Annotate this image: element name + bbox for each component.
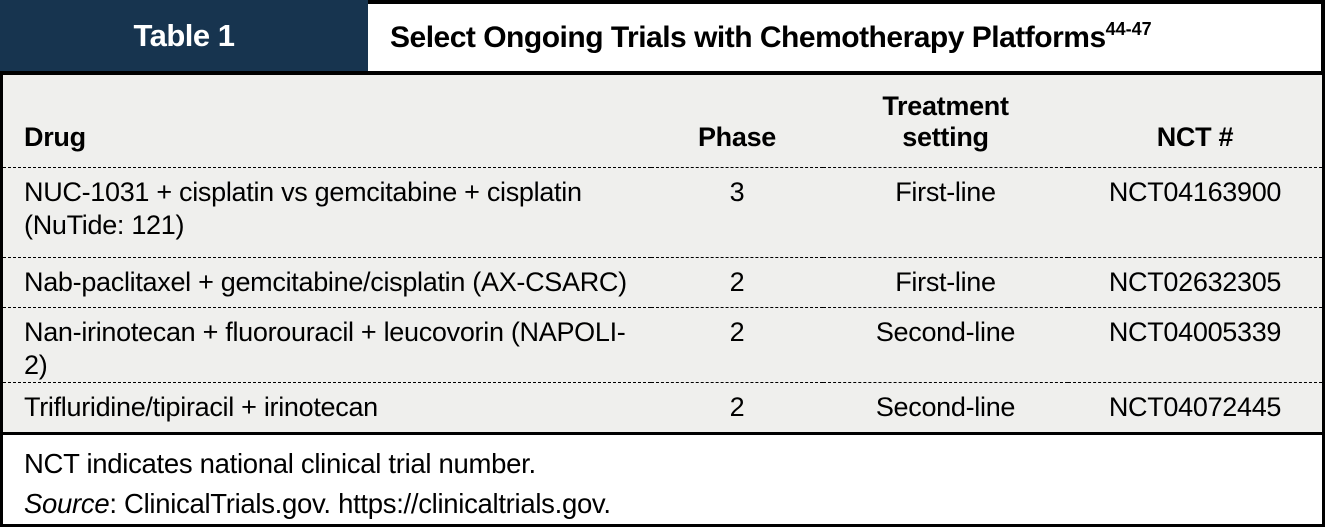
source-text: : ClinicalTrials.gov. https://clinicaltr… [109,488,611,519]
table-title: Select Ongoing Trials with Chemotherapy … [390,20,1106,54]
cell-drug: Trifluridine/tipiracil + irinotecan [3,381,651,432]
cell-phase: 3 [651,166,823,257]
cell-drug: Nab-paclitaxel + gemcitabine/cisplatin (… [3,256,651,307]
cell-phase: 2 [651,306,823,382]
cell-phase: 2 [651,256,823,307]
cell-nct-number: NCT04005339 [1068,306,1322,382]
column-header-phase: Phase [697,121,777,152]
cell-treatment-setting: Second-line [823,381,1068,432]
table-row: NUC-1031 + cisplatin vs gemcitabine + ci… [3,166,1322,257]
cell-treatment-setting: First-line [823,166,1068,257]
table-row: Nab-paclitaxel + gemcitabine/cisplatin (… [3,256,1322,307]
table-frame: Drug Phase Treatment setting NCT # NUC-1… [0,71,1325,527]
column-header-treatment-setting: Treatment setting [882,90,1009,152]
cell-treatment-setting: Second-line [823,306,1068,382]
cell-nct-number: NCT04163900 [1068,166,1322,257]
cell-drug: NUC-1031 + cisplatin vs gemcitabine + ci… [3,166,651,257]
table-footnotes: NCT indicates national clinical trial nu… [3,432,1322,524]
table-row: Trifluridine/tipiracil + irinotecan 2 Se… [3,381,1322,432]
table-header-row: Drug Phase Treatment setting NCT # [3,75,1322,167]
column-header-drug: Drug [24,121,86,152]
cell-nct-number: NCT02632305 [1068,256,1322,307]
table-number-badge: Table 1 [0,0,368,71]
source-note: Source: ClinicalTrials.gov. https://clin… [24,484,1302,524]
trials-table: Drug Phase Treatment setting NCT # NUC-1… [3,75,1322,432]
source-label: Source [24,488,110,519]
table-title-area: Select Ongoing Trials with Chemotherapy … [368,0,1325,71]
table-title-bar: Table 1 Select Ongoing Trials with Chemo… [0,0,1325,71]
cell-treatment-setting: First-line [823,256,1068,307]
column-header-nct: NCT # [1156,121,1234,152]
cell-drug: Nan-irinotecan + fluorouracil + leucovor… [3,306,651,382]
cell-nct-number: NCT04072445 [1068,381,1322,432]
abbreviation-note: NCT indicates national clinical trial nu… [24,448,536,479]
table-row: Nan-irinotecan + fluorouracil + leucovor… [3,306,1322,382]
cell-phase: 2 [651,381,823,432]
